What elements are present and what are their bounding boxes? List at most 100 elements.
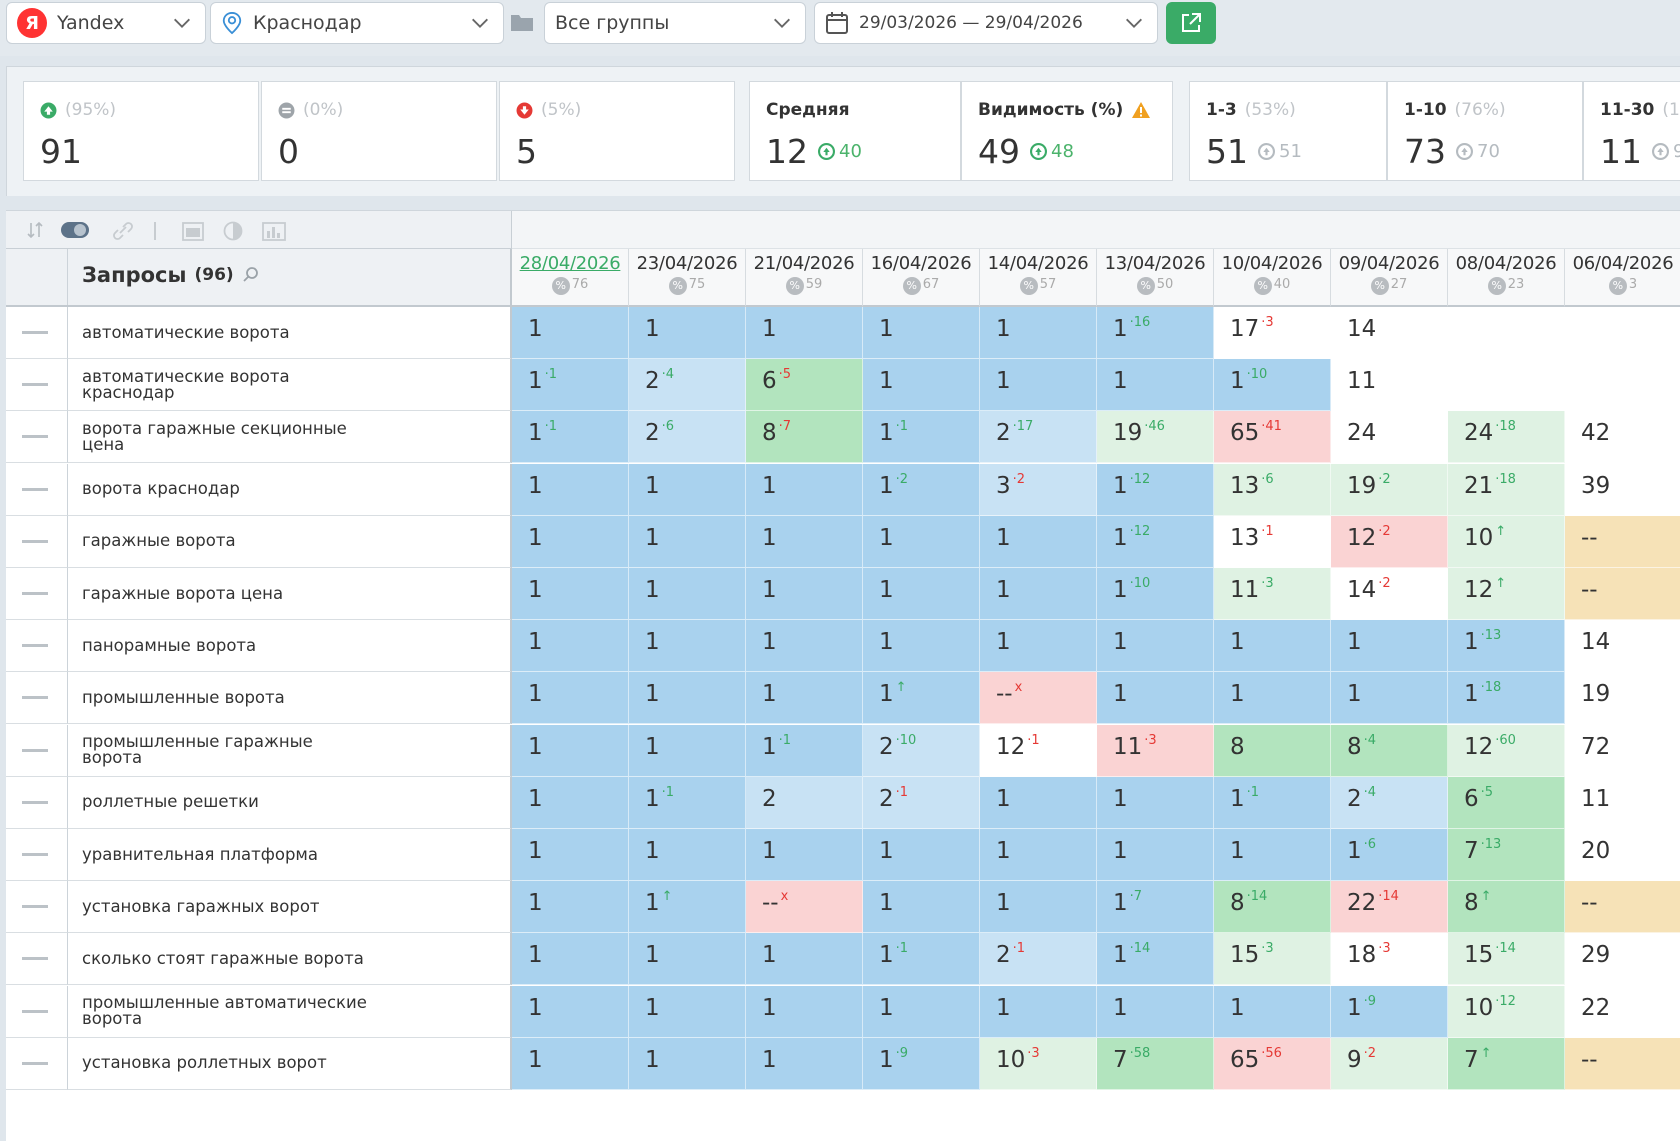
position-cell[interactable]: 1 xyxy=(512,463,629,516)
position-cell[interactable]: 2·4 xyxy=(629,359,746,412)
position-cell[interactable]: 1 xyxy=(629,672,746,725)
position-cell[interactable]: 8·7 xyxy=(746,411,863,464)
position-cell[interactable]: 1 xyxy=(746,672,863,725)
position-cell[interactable]: 7·13 xyxy=(1448,829,1565,881)
position-cell[interactable]: 2·10 xyxy=(863,724,980,777)
position-cell[interactable]: 1 xyxy=(1097,359,1214,412)
position-cell[interactable]: 1·14 xyxy=(1097,933,1214,986)
region-select[interactable]: Краснодар xyxy=(210,2,504,44)
query-cell[interactable]: панорамные ворота xyxy=(68,620,512,673)
position-cell[interactable]: 39 xyxy=(1565,463,1680,516)
position-cell[interactable]: 6·5 xyxy=(1448,776,1565,829)
position-cell[interactable]: 1·12 xyxy=(1097,515,1214,568)
position-cell[interactable] xyxy=(1565,359,1680,412)
position-cell[interactable]: 22·14 xyxy=(1331,881,1448,934)
query-cell[interactable]: гаражные ворота цена xyxy=(68,568,512,620)
contrast-icon[interactable] xyxy=(222,221,244,241)
position-cell[interactable]: 2·17 xyxy=(980,411,1097,464)
query-cell[interactable]: ворота гаражные секционные цена xyxy=(68,411,512,464)
sort-icon[interactable] xyxy=(26,221,44,239)
position-cell[interactable]: 7 ↑ xyxy=(1448,1037,1565,1090)
position-cell[interactable]: -- xyxy=(1565,881,1680,934)
search-icon[interactable] xyxy=(242,266,260,284)
position-cell[interactable]: 1 xyxy=(629,620,746,673)
position-cell[interactable]: 1 xyxy=(746,568,863,620)
position-cell[interactable]: 20 xyxy=(1565,829,1680,881)
position-cell[interactable]: 1 xyxy=(863,620,980,673)
query-cell[interactable]: роллетные решетки xyxy=(68,776,512,829)
position-cell[interactable]: 1 xyxy=(1214,985,1331,1038)
position-cell[interactable]: 1 xyxy=(863,881,980,934)
position-cell[interactable]: 1 xyxy=(1331,620,1448,673)
position-cell[interactable]: 1 xyxy=(1097,985,1214,1038)
position-cell[interactable]: 1 ↑ xyxy=(863,672,980,725)
position-cell[interactable]: 65·41 xyxy=(1214,411,1331,464)
export-button[interactable] xyxy=(1166,2,1216,44)
position-cell[interactable]: 13·1 xyxy=(1214,515,1331,568)
query-cell[interactable]: уравнительная платформа xyxy=(68,829,512,881)
position-cell[interactable]: 1 xyxy=(512,515,629,568)
position-cell[interactable]: -- x xyxy=(980,672,1097,725)
query-cell[interactable]: промышленные гаражные ворота xyxy=(68,724,512,777)
link-icon[interactable] xyxy=(112,221,134,241)
position-cell[interactable]: 1 xyxy=(629,307,746,359)
query-cell[interactable]: промышленные ворота xyxy=(68,672,512,725)
position-cell[interactable]: 1 ↑ xyxy=(629,881,746,934)
position-cell[interactable]: 1 xyxy=(863,359,980,412)
query-cell[interactable]: автоматические ворота краснодар xyxy=(68,359,512,412)
position-cell[interactable]: 10 ↑ xyxy=(1448,515,1565,568)
position-cell[interactable]: 1·1 xyxy=(512,411,629,464)
date-column-header[interactable]: 16/04/2026% 67 xyxy=(863,249,980,307)
position-cell[interactable]: 1·1 xyxy=(863,411,980,464)
position-cell[interactable]: 15·3 xyxy=(1214,933,1331,986)
position-cell[interactable]: 29 xyxy=(1565,933,1680,986)
row-select-toggle[interactable] xyxy=(6,672,68,725)
row-select-toggle[interactable] xyxy=(6,463,68,516)
position-cell[interactable]: 1 xyxy=(1214,620,1331,673)
position-cell[interactable]: 19 xyxy=(1565,672,1680,725)
position-cell[interactable]: 1·2 xyxy=(863,463,980,516)
position-cell[interactable]: 42 xyxy=(1565,411,1680,464)
position-cell[interactable]: 1 xyxy=(863,307,980,359)
position-cell[interactable]: 1·1 xyxy=(512,359,629,412)
date-range-select[interactable]: 29/03/2026 — 29/04/2026 xyxy=(814,2,1158,44)
position-cell[interactable]: 1 xyxy=(863,985,980,1038)
position-cell[interactable]: 1 xyxy=(980,307,1097,359)
position-cell[interactable]: 1 xyxy=(980,985,1097,1038)
row-select-toggle[interactable] xyxy=(6,515,68,568)
position-cell[interactable]: 1 xyxy=(980,881,1097,934)
position-cell[interactable]: 11 xyxy=(1565,776,1680,829)
position-cell[interactable]: 10·3 xyxy=(980,1037,1097,1090)
date-column-header[interactable]: 10/04/2026% 40 xyxy=(1214,249,1331,307)
row-select-toggle[interactable] xyxy=(6,724,68,777)
position-cell[interactable]: 6·5 xyxy=(746,359,863,412)
row-select-toggle[interactable] xyxy=(6,568,68,620)
position-cell[interactable]: 1 xyxy=(980,776,1097,829)
query-cell[interactable]: сколько стоят гаражные ворота xyxy=(68,933,512,986)
position-cell[interactable]: 1 xyxy=(863,568,980,620)
position-cell[interactable]: 12·60 xyxy=(1448,724,1565,777)
position-cell[interactable]: 1 xyxy=(629,463,746,516)
position-cell[interactable]: 12 ↑ xyxy=(1448,568,1565,620)
position-cell[interactable]: 1 xyxy=(512,1037,629,1090)
position-cell[interactable]: 1 xyxy=(746,463,863,516)
row-select-toggle[interactable] xyxy=(6,1037,68,1090)
group-select[interactable]: Все группы xyxy=(544,2,806,44)
position-cell[interactable]: 1 xyxy=(1214,829,1331,881)
query-cell[interactable]: установка гаражных ворот xyxy=(68,881,512,934)
position-cell[interactable]: 72 xyxy=(1565,724,1680,777)
position-cell[interactable]: 1 xyxy=(980,829,1097,881)
position-cell[interactable]: -- xyxy=(1565,1037,1680,1090)
position-cell[interactable]: 12·2 xyxy=(1331,515,1448,568)
position-cell[interactable] xyxy=(1448,359,1565,412)
position-cell[interactable]: 19·2 xyxy=(1331,463,1448,516)
position-cell[interactable]: 1·1 xyxy=(746,724,863,777)
date-column-header[interactable]: 28/04/2026% 76 xyxy=(512,249,629,307)
date-column-header[interactable]: 21/04/2026% 59 xyxy=(746,249,863,307)
position-cell[interactable]: -- xyxy=(1565,568,1680,620)
position-cell[interactable]: 1·12 xyxy=(1097,463,1214,516)
position-cell[interactable]: 11·3 xyxy=(1097,724,1214,777)
engine-select[interactable]: Я Yandex xyxy=(6,2,206,44)
date-column-header[interactable]: 23/04/2026% 75 xyxy=(629,249,746,307)
position-cell[interactable]: 1 xyxy=(512,933,629,986)
